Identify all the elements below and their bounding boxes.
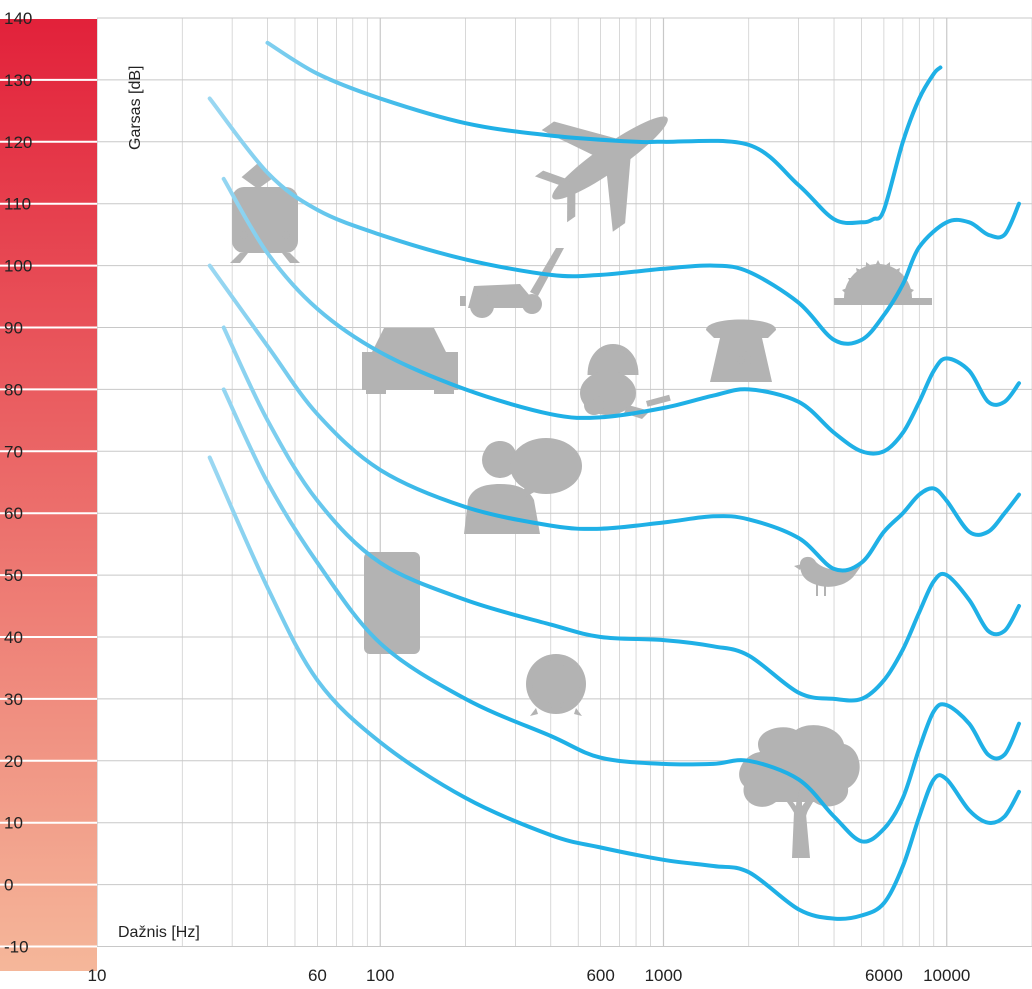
y-tick-label: 130 [4,71,32,90]
circular-saw-icon [834,260,932,305]
x-tick-label: 60 [308,966,327,985]
vacuum-cleaner-icon [580,344,671,419]
decibel-color-scale [0,18,97,971]
refrigerator-icon [364,552,420,654]
alarm-clock-icon [526,654,586,716]
y-tick-label: 30 [4,690,23,709]
y-tick-label: 120 [4,133,32,152]
loudness-curve-4 [207,263,1021,573]
loudness-curve-5 [221,325,1021,703]
loudness-curve-2 [207,96,1021,346]
y-tick-label: 80 [4,380,23,399]
y-tick-label: 40 [4,628,23,647]
lawnmower-icon [460,248,564,318]
airplane-icon [534,116,668,232]
y-tick-label: 60 [4,504,23,523]
x-tick-labels: 10 60 100 600 1000 6000 10000 [88,966,971,985]
loudness-curve-1 [265,40,943,226]
y-tick-label: 0 [4,876,13,895]
x-tick-label: 10 [88,966,107,985]
y-tick-label: 90 [4,319,23,338]
x-tick-label: 1000 [645,966,683,985]
y-tick-label: 50 [4,566,23,585]
car-icon [362,328,458,394]
x-tick-label: 100 [366,966,394,985]
y-tick-label: 70 [4,442,23,461]
loudness-curve-3 [221,176,1021,456]
equal-loudness-curves [207,40,1021,921]
loudness-curve-6 [221,387,1021,844]
telephone-icon [706,319,776,382]
icons [230,116,932,858]
y-axis-label: Garsas [dB] [127,66,144,150]
y-tick-label: 10 [4,814,23,833]
bird-icon [794,556,864,596]
loudness-curve-7 [207,455,1021,921]
x-tick-label: 600 [586,966,614,985]
y-tick-label: 110 [4,195,31,214]
x-tick-label: 10000 [923,966,970,985]
x-tick-label: 6000 [865,966,903,985]
y-tick-label: -10 [4,938,29,957]
tree-icon [739,725,860,858]
y-tick-label: 140 [4,9,32,28]
y-tick-label: 20 [4,752,23,771]
scale-dividers [0,17,97,948]
x-axis-label: Dažnis [Hz] [118,924,200,941]
y-tick-label: 100 [4,257,32,276]
